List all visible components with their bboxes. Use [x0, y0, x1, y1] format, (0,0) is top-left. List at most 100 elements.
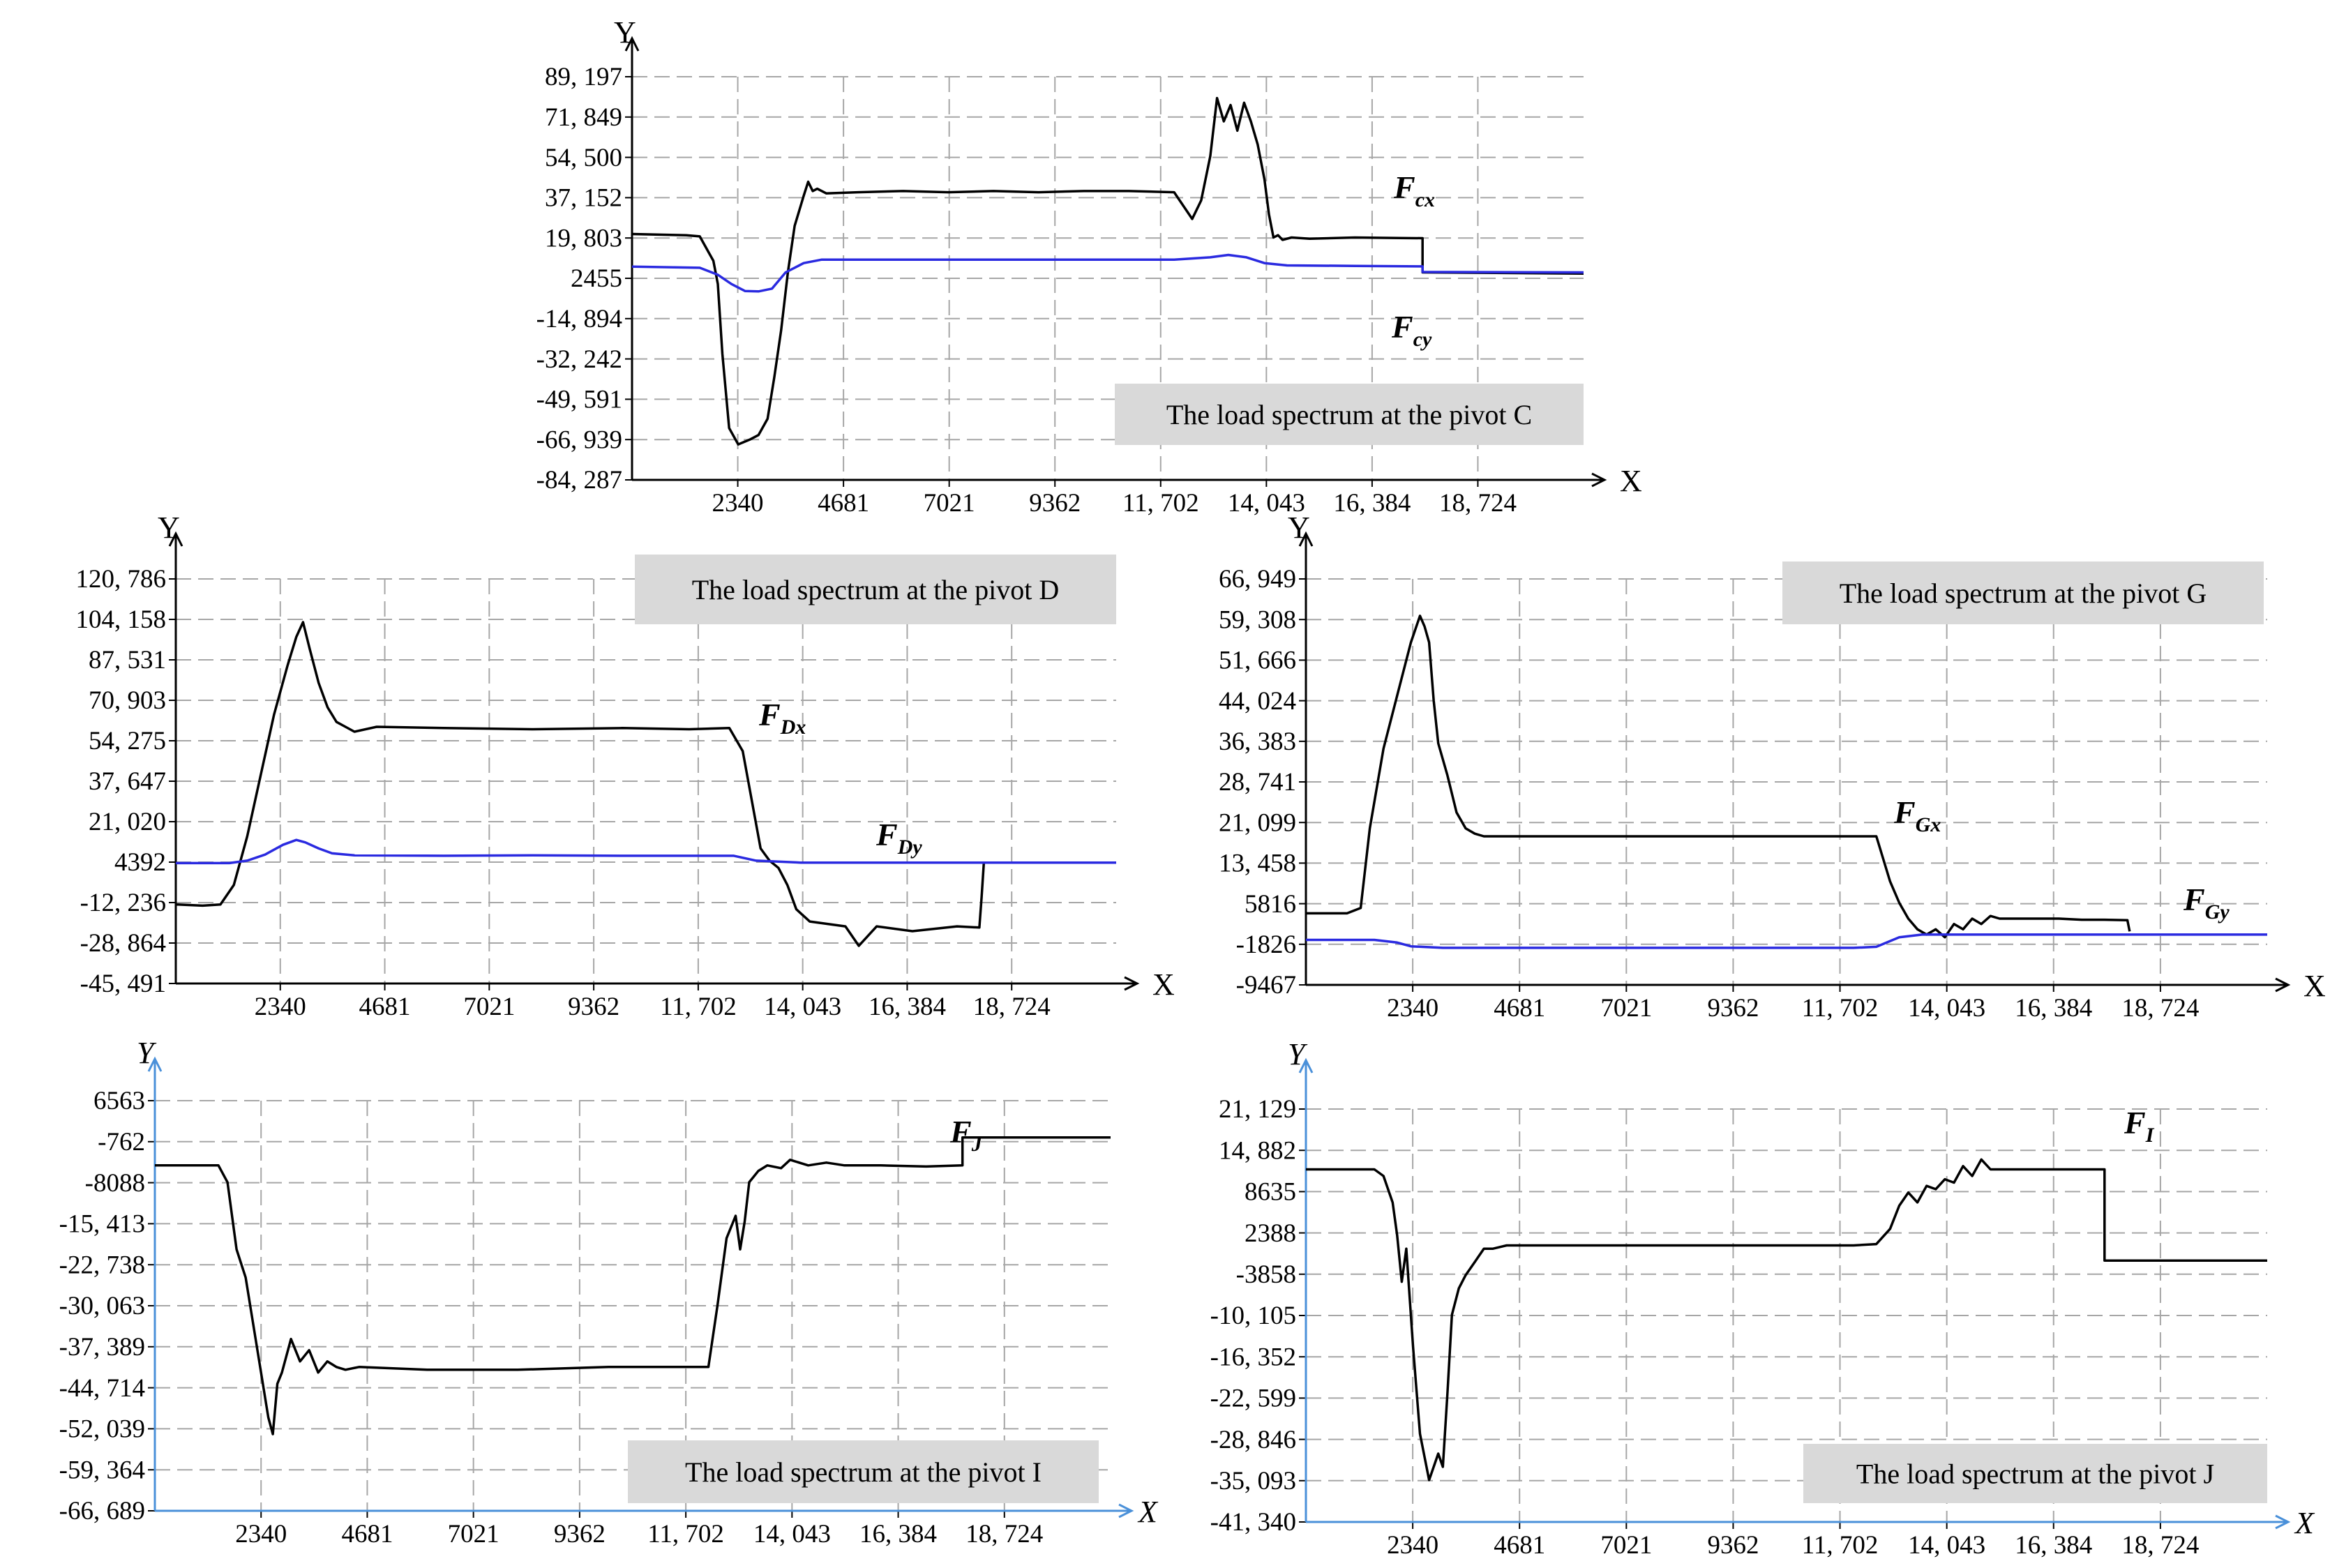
- series-label-cx: Fcx: [1393, 169, 1435, 211]
- y-tick-label: 120, 786: [76, 565, 167, 594]
- series-label-gy: FGy: [2183, 882, 2230, 924]
- y-tick-label: -45, 491: [80, 970, 166, 998]
- chart-title: The load spectrum at the pivot J: [1856, 1458, 2214, 1490]
- y-tick-label: -3858: [1236, 1260, 1296, 1289]
- y-tick-label: 54, 500: [545, 144, 622, 172]
- y-tick-label: 21, 129: [1219, 1095, 1296, 1124]
- x-tick-label: 14, 043: [1908, 1531, 1985, 1560]
- y-tick-label: 19, 803: [545, 224, 622, 252]
- series-line-gx: [1306, 615, 2131, 939]
- x-tick-label: 18, 724: [1439, 489, 1517, 518]
- y-tick-label: 6563: [93, 1087, 145, 1115]
- y-tick-label: -32, 242: [536, 345, 622, 374]
- y-tick-label: 21, 020: [89, 808, 166, 836]
- x-axis-label: X: [1152, 967, 1175, 1002]
- x-axis-label: X: [1620, 464, 1642, 498]
- y-axis-label: Y: [158, 511, 180, 545]
- series-line-j: [155, 1136, 1111, 1435]
- y-axis-arrow: [1298, 1057, 1314, 1073]
- y-tick-label: 71, 849: [545, 103, 622, 132]
- y-axis-label: Y: [1288, 511, 1310, 545]
- y-tick-label: 44, 024: [1219, 687, 1296, 716]
- x-tick-label: 9362: [1029, 489, 1081, 518]
- y-tick-label: -41, 340: [1210, 1508, 1296, 1537]
- series-line-i: [1306, 1158, 2267, 1482]
- series-label-i: FI: [2124, 1105, 2155, 1147]
- x-tick-label: 14, 043: [753, 1520, 831, 1548]
- y-tick-label: -44, 714: [59, 1374, 145, 1403]
- x-axis-label: X: [2303, 969, 2326, 1003]
- y-tick-label: 2455: [571, 264, 622, 293]
- x-tick-label: 9362: [1707, 994, 1759, 1023]
- y-tick-label: -9467: [1236, 971, 1296, 1000]
- x-tick-label: 16, 384: [1333, 489, 1411, 518]
- y-tick-label: 2388: [1245, 1219, 1296, 1248]
- x-tick-label: 18, 724: [2121, 1531, 2199, 1560]
- chart-panel-c: 89, 197 71, 849 54, 500 37, 152 19, 803 2455 -…: [536, 15, 1642, 518]
- y-tick-label: -762: [98, 1128, 145, 1156]
- y-tick-label: 13, 458: [1219, 850, 1296, 878]
- y-tick-label: -59, 364: [59, 1456, 145, 1484]
- y-tick-label: 28, 741: [1219, 768, 1296, 797]
- x-tick-label: 11, 702: [1122, 489, 1199, 518]
- y-tick-label: 21, 099: [1219, 808, 1296, 837]
- y-tick-label: 87, 531: [89, 646, 166, 674]
- x-tick-label: 7021: [1600, 994, 1652, 1023]
- y-tick-label: 70, 903: [89, 686, 166, 715]
- x-axis-arrow: [1591, 472, 1607, 488]
- x-tick-label: 18, 724: [973, 993, 1051, 1021]
- y-tick-label: -14, 894: [536, 305, 622, 333]
- y-tick-label: 54, 275: [89, 727, 166, 755]
- x-tick-label: 9362: [1707, 1531, 1759, 1560]
- chart-title: The load spectrum at the pivot G: [1840, 578, 2207, 609]
- x-tick-label: 11, 702: [1802, 994, 1879, 1023]
- y-axis-label: Y: [614, 15, 636, 50]
- y-tick-label: 51, 666: [1219, 647, 1296, 675]
- x-tick-label: 2340: [1387, 1531, 1438, 1560]
- chart-panel-g: 66, 949 59, 308 51, 666 44, 024 36, 383 28, 7…: [1219, 511, 2326, 1023]
- x-tick-label: 4681: [341, 1520, 393, 1548]
- y-axis-label: Y: [1288, 1037, 1308, 1071]
- y-tick-label: 89, 197: [545, 63, 622, 91]
- y-tick-label: -12, 236: [80, 889, 166, 917]
- chart-title: The load spectrum at the pivot I: [685, 1456, 1042, 1488]
- x-tick-label: 7021: [463, 993, 515, 1021]
- x-tick-label: 16, 384: [859, 1520, 937, 1548]
- chart-title: The load spectrum at the pivot D: [692, 574, 1060, 605]
- y-axis-arrow: [147, 1056, 163, 1072]
- series-label-dx: FDx: [758, 697, 806, 739]
- x-tick-label: 18, 724: [965, 1520, 1043, 1548]
- y-tick-label: -52, 039: [59, 1415, 145, 1444]
- y-tick-label: 14, 882: [1219, 1136, 1296, 1165]
- x-tick-label: 2340: [255, 993, 306, 1021]
- series-line-dx: [175, 621, 986, 947]
- y-tick-label: 36, 383: [1219, 728, 1296, 756]
- series-label-gx: FGx: [1893, 794, 1941, 836]
- chart-title: The load spectrum at the pivot C: [1166, 399, 1532, 430]
- chart-panel-i: 6563 -762 -8088 -15, 413 -22, 738 -30, 063 -37…: [59, 1036, 1159, 1548]
- y-axis-arrow: [624, 36, 640, 52]
- x-tick-label: 11, 702: [647, 1520, 724, 1548]
- y-tick-label: -49, 591: [536, 386, 622, 414]
- y-tick-label: 104, 158: [76, 605, 167, 634]
- x-axis-label: X: [2294, 1506, 2315, 1540]
- y-tick-label: 4392: [114, 848, 166, 877]
- x-tick-label: 16, 384: [869, 993, 946, 1021]
- y-tick-label: 8635: [1245, 1178, 1296, 1207]
- y-tick-label: -66, 939: [536, 425, 622, 454]
- y-tick-label: -16, 352: [1210, 1343, 1296, 1371]
- chart-title-box: [635, 555, 1116, 624]
- x-axis-arrow: [1118, 1503, 1134, 1518]
- x-tick-label: 11, 702: [660, 993, 737, 1021]
- chart-panel-d: 120, 786 104, 158 87, 531 70, 903 54, 275 37,…: [76, 511, 1175, 1021]
- x-tick-label: 14, 043: [1228, 489, 1305, 518]
- y-tick-label: -8088: [85, 1169, 145, 1198]
- y-tick-label: -66, 689: [59, 1497, 145, 1525]
- y-tick-label: 37, 647: [89, 767, 166, 796]
- x-tick-label: 16, 384: [2015, 994, 2092, 1023]
- y-axis-arrow: [1298, 531, 1314, 547]
- y-axis-label: Y: [137, 1036, 157, 1070]
- y-tick-label: -30, 063: [59, 1292, 145, 1320]
- y-tick-label: -28, 864: [80, 929, 166, 958]
